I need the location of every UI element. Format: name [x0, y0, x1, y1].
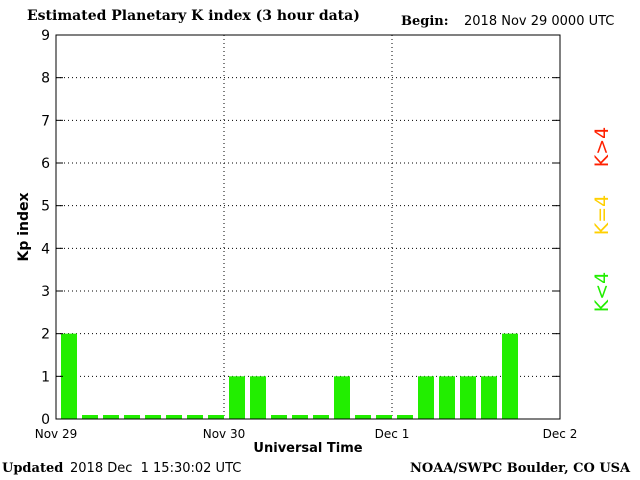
- y-tick-label: 2: [41, 327, 50, 343]
- kp-bar: [292, 415, 308, 419]
- y-tick-label: 5: [41, 199, 50, 215]
- kp-bar: [418, 376, 434, 419]
- begin-value: 2018 Nov 29 0000 UTC: [464, 14, 615, 29]
- legend-item: K=4: [591, 195, 613, 235]
- y-tick-label: 3: [41, 284, 50, 300]
- x-tick-label: Nov 29: [35, 427, 78, 441]
- kp-bar: [166, 415, 182, 419]
- y-tick-label: 4: [41, 241, 50, 257]
- kp-bar: [481, 376, 497, 419]
- y-tick-label: 6: [41, 156, 50, 172]
- legend-item: K>4: [591, 127, 613, 167]
- kp-bar: [502, 333, 518, 419]
- kp-bar: [145, 415, 161, 419]
- kp-bar: [397, 415, 413, 419]
- x-tick-label: Dec 2: [543, 427, 578, 441]
- x-tick-label: Dec 1: [375, 427, 410, 441]
- kp-bar: [355, 415, 371, 419]
- kp-bar: [82, 415, 98, 419]
- y-tick-label: 1: [41, 369, 50, 385]
- credit-text: NOAA/SWPC Boulder, CO USA: [410, 461, 631, 476]
- kp-bar: [460, 376, 476, 419]
- begin-label: Begin:: [401, 14, 449, 29]
- kp-bar: [439, 376, 455, 419]
- kp-bar: [103, 415, 119, 419]
- kp-bar: [376, 415, 392, 419]
- y-axis-label: Kp index: [16, 192, 32, 261]
- kp-bar: [208, 415, 224, 419]
- y-tick-label: 9: [41, 28, 50, 44]
- kp-bar: [334, 376, 350, 419]
- legend-item: K<4: [591, 272, 613, 312]
- x-tick-label: Nov 30: [203, 427, 246, 441]
- kp-bar: [187, 415, 203, 419]
- kp-bar: [271, 415, 287, 419]
- kp-bar: [250, 376, 266, 419]
- kp-bar: [229, 376, 245, 419]
- kp-bar: [61, 333, 77, 419]
- plot-frame: [55, 34, 561, 420]
- chart-title: Estimated Planetary K index (3 hour data…: [27, 8, 360, 24]
- kp-bar: [313, 415, 329, 419]
- kp-bar: [124, 415, 140, 419]
- updated-label: Updated: [2, 461, 64, 476]
- x-axis-label: Universal Time: [253, 441, 362, 456]
- y-tick-label: 0: [41, 412, 50, 428]
- updated-timestamp: 2018 Dec 1 15:30:02 UTC: [70, 461, 242, 476]
- y-tick-label: 8: [41, 71, 50, 87]
- y-tick-label: 7: [41, 113, 50, 129]
